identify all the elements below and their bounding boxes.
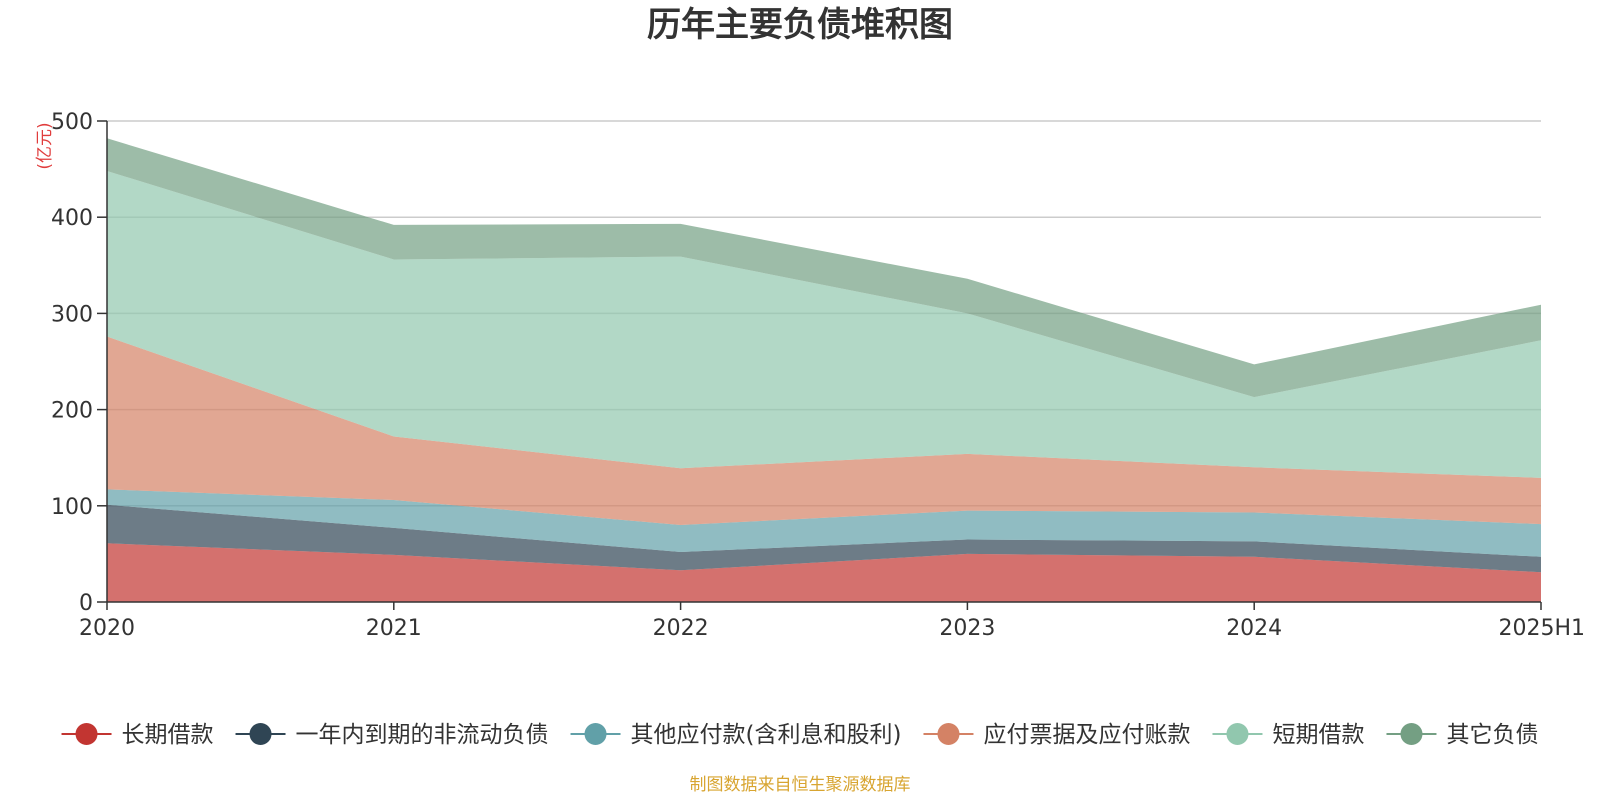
x-tick-label: 2024 <box>1226 616 1282 641</box>
legend-marker-icon <box>249 723 272 745</box>
x-tick-label: 2022 <box>653 616 709 641</box>
x-tick-label: 2020 <box>79 616 135 641</box>
area-series-2 <box>107 504 1541 573</box>
legend-item[interactable]: 其他应付款(含利息和股利) <box>570 722 902 748</box>
legend-label: 其他应付款(含利息和股利) <box>631 722 902 748</box>
legend-marker-icon <box>584 723 607 745</box>
legend-marker-icon <box>1400 723 1423 745</box>
legend-marker-icon <box>937 723 960 745</box>
x-tick-labels: 2020 2021 2022 2023 2024 2025H1 <box>79 616 1585 641</box>
y-unit-label: (亿元) <box>35 122 55 169</box>
legend-label: 应付票据及应付账款 <box>983 722 1190 748</box>
legend: 长期借款 一年内到期的非流动负债 其他应付款(含利息和股利) 应付票据及应付账款 短期借… <box>61 722 1538 748</box>
area-series-3 <box>107 489 1541 557</box>
legend-marker-icon <box>75 723 98 745</box>
x-tick-label: 2023 <box>939 616 995 641</box>
legend-item[interactable]: 短期借款 <box>1212 722 1364 748</box>
legend-label: 长期借款 <box>122 722 214 748</box>
y-tick-label: 0 <box>79 591 93 616</box>
area-series-1 <box>107 543 1541 602</box>
y-tick-label: 400 <box>51 206 93 231</box>
y-tick-label: 500 <box>51 110 93 135</box>
y-tick-label: 300 <box>51 302 93 327</box>
area-series-6 <box>107 138 1541 398</box>
y-tick-label: 100 <box>51 495 93 520</box>
legend-item[interactable]: 其它负债 <box>1386 722 1538 748</box>
legend-label: 一年内到期的非流动负债 <box>296 722 549 748</box>
source-note: 制图数据来自恒生聚源数据库 <box>690 775 911 795</box>
y-tick-label: 200 <box>51 399 93 424</box>
x-tick-label: 2021 <box>366 616 422 641</box>
area-series <box>107 138 1541 602</box>
chart-title: 历年主要负债堆积图 <box>647 5 953 45</box>
legend-marker-icon <box>1226 723 1249 745</box>
legend-item[interactable]: 长期借款 <box>61 722 214 748</box>
y-tick-labels: 0 100 200 300 400 500 <box>51 110 93 616</box>
legend-item[interactable]: 一年内到期的非流动负债 <box>235 722 549 748</box>
axes <box>97 120 1542 610</box>
x-tick-label: 2025H1 <box>1498 616 1585 641</box>
legend-item[interactable]: 应付票据及应付账款 <box>923 722 1190 748</box>
legend-label: 其它负债 <box>1446 722 1538 748</box>
area-series-5 <box>107 171 1541 478</box>
legend-label: 短期借款 <box>1272 722 1364 748</box>
area-series-4 <box>107 336 1541 525</box>
